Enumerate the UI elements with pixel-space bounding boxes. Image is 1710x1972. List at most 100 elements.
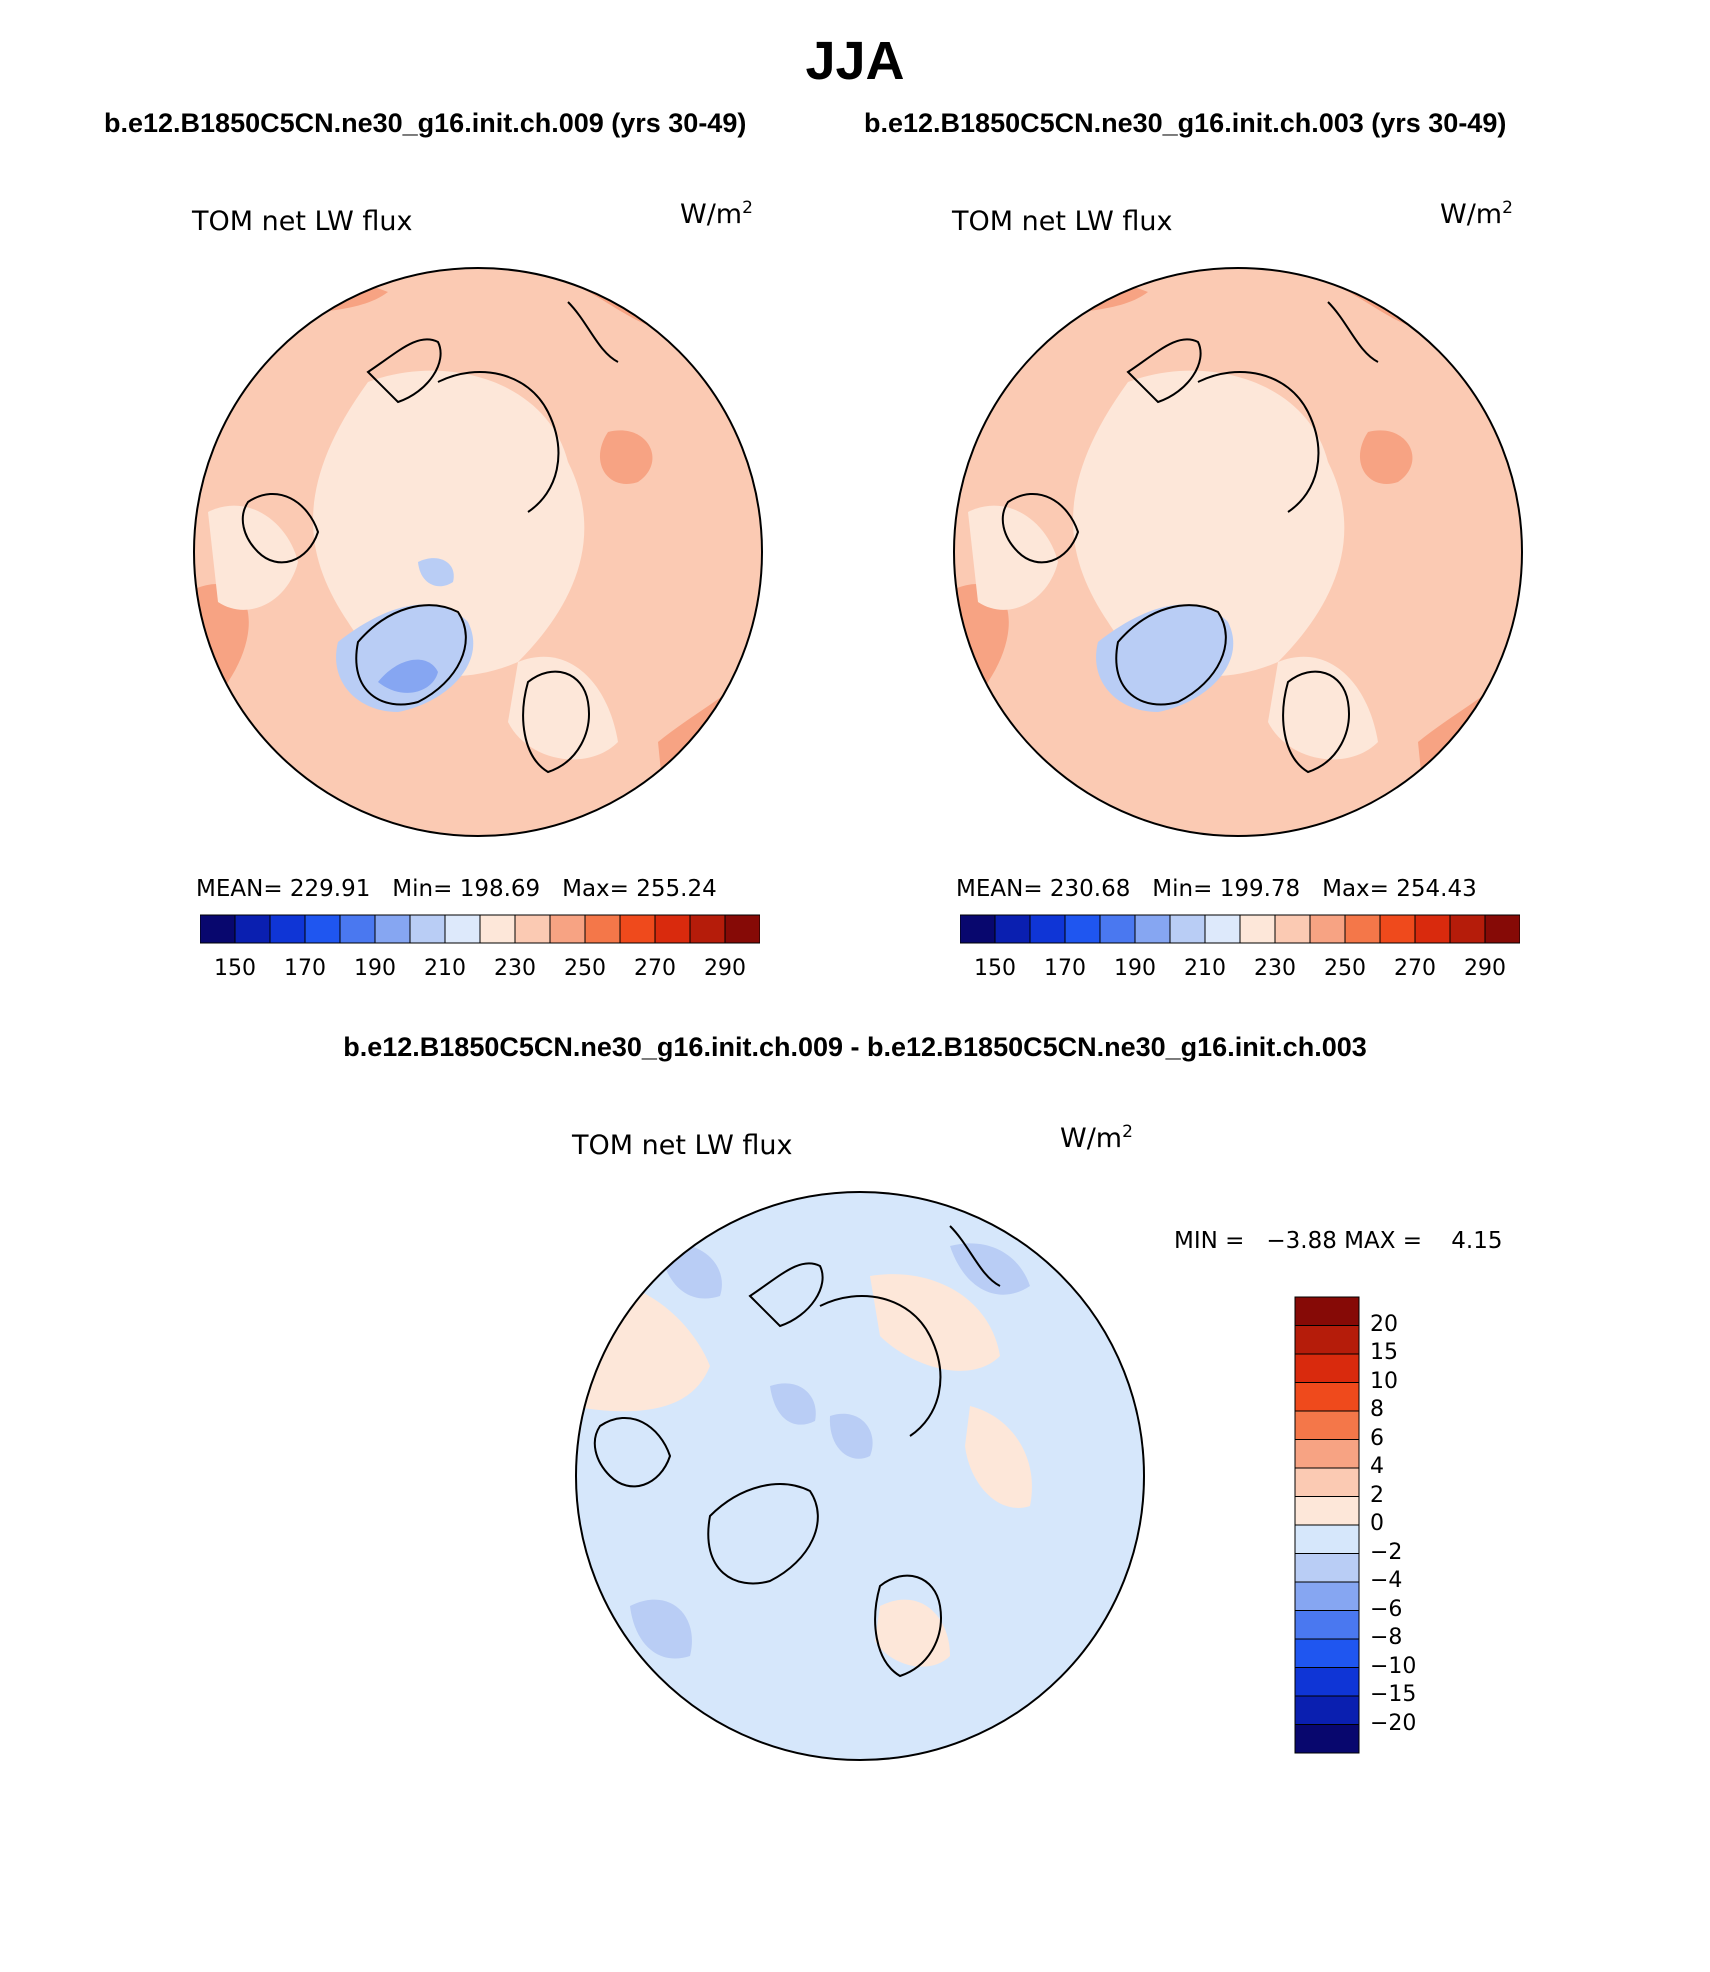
colorbar-swatch — [1379, 914, 1416, 944]
colorbar-swatch — [1239, 914, 1276, 944]
colorbar-tick-label: 290 — [1464, 956, 1506, 981]
colorbar-swatch — [269, 914, 306, 944]
colorbar-swatch — [1294, 1496, 1360, 1526]
colorbar-swatch — [1294, 1524, 1360, 1554]
case-title-right: b.e12.B1850C5CN.ne30_g16.init.ch.003 (yr… — [864, 108, 1507, 138]
colorbar-swatch — [514, 914, 551, 944]
colorbar-tick-label: 270 — [634, 956, 676, 981]
colorbar-swatch — [1294, 1610, 1360, 1640]
colorbar-swatch — [444, 914, 481, 944]
colorbar-swatch — [1309, 914, 1346, 944]
colorbar-tick-label: 10 — [1370, 1368, 1398, 1394]
colorbar-tick-label: 230 — [1254, 956, 1296, 981]
colorbar-tick-label: −2 — [1370, 1539, 1403, 1565]
colorbar-tick-label: −15 — [1370, 1682, 1417, 1707]
colorbar-tick-label: 270 — [1394, 956, 1436, 981]
colorbar-swatch — [619, 914, 656, 944]
panel-label-right: TOM net LW flux — [952, 206, 1173, 237]
colorbar-swatch — [200, 914, 236, 944]
colorbar-swatch — [994, 914, 1031, 944]
colorbar-tick-label: 210 — [424, 956, 466, 981]
units-right: W/m2 — [1440, 198, 1513, 230]
colorbar-swatch — [1294, 1353, 1360, 1383]
colorbar-tick-label: −8 — [1370, 1625, 1403, 1650]
polar-map-right — [953, 267, 1523, 837]
colorbar-tick-label: 2 — [1370, 1482, 1384, 1508]
colorbar-tick-label: 250 — [1324, 956, 1366, 981]
colorbar-swatch — [584, 914, 621, 944]
colorbar-swatch — [1449, 914, 1486, 944]
colorbar-swatch — [689, 914, 726, 944]
colorbar-tick-label: 190 — [1114, 956, 1156, 981]
units-left: W/m2 — [680, 198, 753, 230]
colorbar-swatch — [479, 914, 516, 944]
colorbar-ticks-left: 150 170 190 210 230 250 270 290 — [200, 956, 760, 986]
colorbar-swatch — [654, 914, 691, 944]
colorbar-tick-label: −4 — [1370, 1568, 1403, 1593]
colorbar-swatch — [960, 914, 996, 944]
colorbar-tick-label: 170 — [1044, 956, 1086, 981]
colorbar-tick-label: 250 — [564, 956, 606, 981]
colorbar-swatch — [304, 914, 341, 944]
colorbar-swatch — [1294, 1296, 1360, 1326]
colorbar-swatch — [1099, 914, 1136, 944]
colorbar-swatch — [1294, 1382, 1360, 1412]
colorbar-swatch — [1134, 914, 1171, 944]
colorbar-swatch — [549, 914, 586, 944]
polar-map-left — [193, 267, 763, 837]
colorbar-tick-label: −20 — [1370, 1710, 1417, 1736]
colorbar-swatch — [1169, 914, 1206, 944]
colorbar-swatch — [1294, 1439, 1360, 1469]
colorbar-swatch — [1294, 1410, 1360, 1440]
colorbar-swatch — [1294, 1638, 1360, 1668]
difference-title: b.e12.B1850C5CN.ne30_g16.init.ch.009 - b… — [343, 1032, 1367, 1062]
colorbar-tick-label: 8 — [1370, 1397, 1384, 1422]
colorbar-tick-label: −10 — [1370, 1653, 1417, 1679]
colorbar-tick-label: 0 — [1370, 1511, 1384, 1536]
units-diff: W/m2 — [1060, 1122, 1133, 1154]
colorbar-tick-label: 4 — [1370, 1454, 1384, 1479]
colorbar-tick-label: 170 — [284, 956, 326, 981]
colorbar-swatch — [1029, 914, 1066, 944]
colorbar-swatch — [1064, 914, 1101, 944]
colorbar-swatch — [339, 914, 376, 944]
colorbar-tick-label: 20 — [1370, 1311, 1398, 1337]
colorbar-swatch — [1294, 1467, 1360, 1497]
colorbar-ticks-diff: 20 15 10 8 6 4 2 0 −2 −4 −6 −8 −10 −15 −20 — [1370, 1296, 1490, 1756]
colorbar-swatch — [1294, 1695, 1360, 1725]
colorbar-tick-label: 15 — [1370, 1340, 1398, 1365]
case-title-left: b.e12.B1850C5CN.ne30_g16.init.ch.009 (yr… — [104, 108, 747, 138]
stats-left: MEAN= 229.91 Min= 198.69 Max= 255.24 — [196, 876, 717, 902]
colorbar-tick-label: 190 — [354, 956, 396, 981]
colorbar-swatch — [1274, 914, 1311, 944]
colorbar-tick-label: 290 — [704, 956, 746, 981]
colorbar-swatch — [1294, 1553, 1360, 1583]
colorbar-tick-label: 230 — [494, 956, 536, 981]
colorbar-swatch — [374, 914, 411, 944]
colorbar-swatch — [724, 914, 760, 944]
stats-right: MEAN= 230.68 Min= 199.78 Max= 254.43 — [956, 876, 1477, 902]
colorbar-tick-label: 150 — [974, 956, 1016, 981]
panel-label-left: TOM net LW flux — [192, 206, 413, 237]
colorbar-tick-label: 150 — [214, 956, 256, 981]
colorbar-swatch — [1294, 1724, 1360, 1754]
colorbar-swatch — [1204, 914, 1241, 944]
colorbar-swatch — [1484, 914, 1520, 944]
colorbar-swatch — [1294, 1325, 1360, 1355]
colorbar-diff — [1294, 1296, 1360, 1754]
minmax-diff: MIN = −3.88 MAX = 4.15 — [1174, 1228, 1503, 1254]
colorbar-left — [200, 914, 760, 944]
colorbar-swatch — [1294, 1667, 1360, 1697]
colorbar-swatch — [1344, 914, 1381, 944]
colorbar-tick-label: 6 — [1370, 1425, 1384, 1451]
colorbar-swatch — [409, 914, 446, 944]
colorbar-ticks-right: 150 170 190 210 230 250 270 290 — [960, 956, 1520, 986]
panel-label-diff: TOM net LW flux — [572, 1130, 793, 1161]
colorbar-swatch — [1414, 914, 1451, 944]
colorbar-right — [960, 914, 1520, 944]
colorbar-swatch — [1294, 1581, 1360, 1611]
colorbar-swatch — [234, 914, 271, 944]
colorbar-tick-label: 210 — [1184, 956, 1226, 981]
colorbar-tick-label: −6 — [1370, 1596, 1403, 1622]
season-title: JJA — [805, 31, 905, 91]
